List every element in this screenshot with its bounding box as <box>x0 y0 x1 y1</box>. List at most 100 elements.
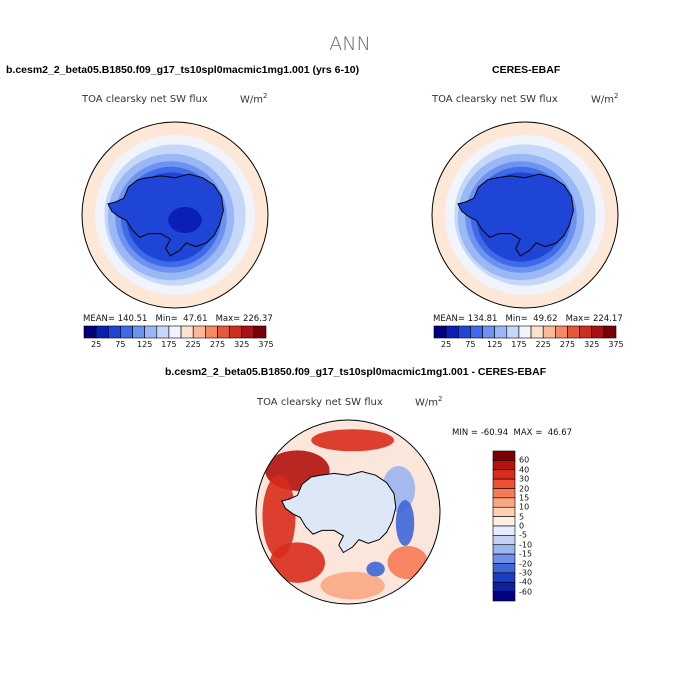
cbar2-tick-label: 25 <box>441 340 452 349</box>
panel3-polar-map <box>255 419 441 605</box>
cbar1-swatch-11 <box>217 325 230 339</box>
cbar2-tick-label: 375 <box>608 340 624 349</box>
cbar3-swatch-2 <box>492 469 516 480</box>
panel3-stats: MIN = -60.94 MAX = 46.67 <box>452 428 573 438</box>
cbar1-swatch-9 <box>192 325 206 339</box>
map3-anomaly-2 <box>269 542 325 583</box>
panel3-units-base: W/m <box>415 397 438 409</box>
cbar1-swatch-5 <box>144 325 158 339</box>
main-title: ANN <box>329 33 371 55</box>
cbar1-swatch-1 <box>95 325 109 339</box>
cbar2-swatch-0 <box>433 325 447 339</box>
panel2-colorbar <box>433 325 617 339</box>
cbar3-tick-label: -5 <box>519 530 527 540</box>
cbar3-swatch-5 <box>492 497 516 508</box>
panel1-colorbar <box>83 325 267 339</box>
map3-continent <box>281 470 397 554</box>
cbar3-tick-label: -15 <box>519 549 533 559</box>
cbar1-swatch-6 <box>156 325 170 339</box>
cbar1-tick-label: 275 <box>209 340 226 349</box>
cbar3-tick-label: 10 <box>519 502 530 512</box>
cbar3-swatch-8 <box>492 525 516 536</box>
cbar1-swatch-12 <box>229 325 243 339</box>
cbar3-tick-label: 20 <box>519 484 530 493</box>
panel3-case-title: b.cesm2_2_beta05.B1850.f09_g17_ts10spl0m… <box>165 366 547 378</box>
cbar1-swatch-13 <box>241 325 255 339</box>
cbar3-swatch-11 <box>492 553 516 564</box>
cbar3-tick-label: -40 <box>519 577 533 587</box>
map2-interior <box>518 206 552 234</box>
cbar3-tick-label: 40 <box>519 465 530 475</box>
cbar2-swatch-8 <box>530 325 544 339</box>
panel3-units-exp: 2 <box>438 395 443 403</box>
map1-interior <box>168 206 202 234</box>
map2-continent <box>457 173 574 257</box>
panel2-variable-label: TOA clearsky net SW flux <box>432 94 558 105</box>
cbar1-swatch-14 <box>253 325 267 339</box>
cbar2-tick-label: 175 <box>511 340 527 349</box>
cbar3-swatch-0 <box>492 450 516 461</box>
cbar3-tick-label: 60 <box>519 455 530 465</box>
panel2-case-title: CERES-EBAF <box>492 64 561 76</box>
cbar1-swatch-4 <box>132 325 145 339</box>
cbar1-tick-label: 325 <box>234 340 250 349</box>
cbar1-swatch-3 <box>120 325 133 339</box>
cbar3-swatch-6 <box>492 506 516 517</box>
panel1-units: W/m2 <box>240 92 267 105</box>
panel1-colorbar-ticks: 25 75 125 175 225 275 325 375 <box>84 340 274 352</box>
cbar2-swatch-2 <box>457 325 471 339</box>
cbar3-swatch-14 <box>492 581 516 592</box>
cbar2-swatch-10 <box>555 325 568 339</box>
cbar2-tick-label: 75 <box>465 340 476 349</box>
map3-anomaly-4 <box>387 546 429 580</box>
cbar1-tick-label: 25 <box>91 340 102 349</box>
cbar2-tick-label: 225 <box>535 340 551 349</box>
cbar1-tick-label: 125 <box>137 340 153 349</box>
panel3-variable-label: TOA clearsky net SW flux <box>257 397 383 408</box>
cbar3-tick-label: -10 <box>519 540 533 550</box>
map3-anomaly-7 <box>395 500 415 547</box>
map1-rim <box>81 121 269 309</box>
cbar3-swatch-15 <box>492 591 516 602</box>
panel3-colorbar <box>492 450 516 602</box>
cbar1-swatch-7 <box>168 325 182 339</box>
panel2-stats: MEAN= 134.81 Min= 49.62 Max= 224.17 <box>433 314 623 324</box>
map3-anomaly-3 <box>311 429 394 452</box>
panel1-variable-label: TOA clearsky net SW flux <box>82 94 208 105</box>
cbar3-tick-label: 0 <box>519 521 525 531</box>
panel1-stats: MEAN= 140.51 Min= 47.61 Max= 226.37 <box>83 314 273 324</box>
map1-continent <box>107 173 224 257</box>
cbar2-swatch-13 <box>591 325 605 339</box>
cbar3-tick-label: -20 <box>519 559 533 568</box>
panel2-units-base: W/m <box>591 94 614 106</box>
cbar1-tick-label: 175 <box>161 340 177 349</box>
cbar3-swatch-3 <box>492 478 516 489</box>
cbar2-swatch-7 <box>518 325 532 339</box>
map3-rim <box>255 419 441 605</box>
cbar1-tick-label: 75 <box>115 340 126 349</box>
cbar3-swatch-1 <box>492 460 516 471</box>
cbar2-tick-label: 325 <box>584 340 600 349</box>
cbar3-swatch-9 <box>492 535 516 546</box>
cbar3-tick-label: 5 <box>519 512 525 522</box>
map3-anomaly-9 <box>366 561 385 577</box>
cbar1-tick-label: 375 <box>258 340 274 349</box>
cbar2-swatch-4 <box>482 325 495 339</box>
cbar2-swatch-12 <box>579 325 593 339</box>
panel1-case-title: b.cesm2_2_beta05.B1850.f09_g17_ts10spl0m… <box>6 64 360 76</box>
cbar3-tick-label: 30 <box>519 474 530 484</box>
map2-rim <box>431 121 619 309</box>
cbar1-tick-label: 225 <box>185 340 201 349</box>
panel2-polar-map <box>431 121 619 309</box>
cbar1-swatch-2 <box>107 325 121 339</box>
panel1-units-exp: 2 <box>263 92 268 100</box>
panel2-units-exp: 2 <box>614 92 619 100</box>
cbar2-swatch-9 <box>542 325 556 339</box>
cbar2-tick-label: 275 <box>559 340 576 349</box>
panel3-colorbar-ticks: 60 40 30 20 15 10 5 0 -5 -10 -15 -20 -30 -40 -60 <box>519 451 549 601</box>
panel3-units: W/m2 <box>415 395 442 408</box>
panel1-units-base: W/m <box>240 94 263 106</box>
cbar3-swatch-7 <box>492 516 516 527</box>
cbar1-swatch-10 <box>205 325 218 339</box>
panel2-units: W/m2 <box>591 92 618 105</box>
